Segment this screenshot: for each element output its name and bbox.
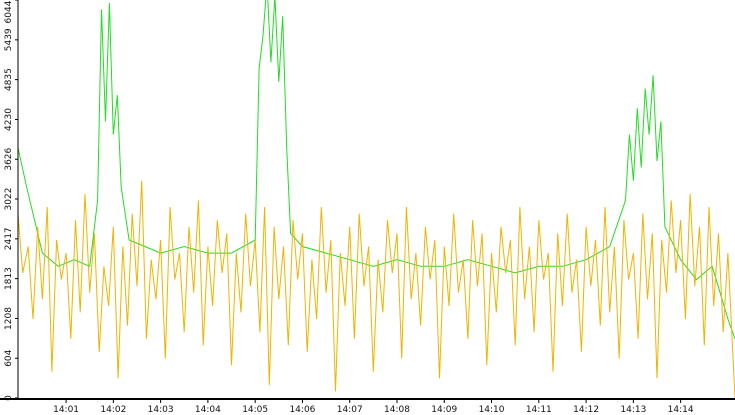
x-tick-label: 14:04 [195, 405, 221, 415]
x-tick-label: 14:11 [526, 405, 552, 415]
series-layer [17, 0, 735, 399]
y-tick-label: 604 [4, 349, 14, 366]
x-tick-label: 14:09 [431, 405, 457, 415]
x-tick-label: 14:05 [242, 405, 268, 415]
x-tick-label: 14:10 [479, 405, 505, 415]
y-tick-label: 4230 [4, 108, 14, 131]
x-tick-label: 14:14 [668, 405, 694, 415]
x-tick-label: 14:02 [100, 405, 126, 415]
plot-area [18, 0, 735, 398]
y-tick-label: 1208 [4, 307, 14, 330]
y-tick-label: 5439 [4, 28, 14, 51]
y-tick-label: 2417 [4, 227, 14, 250]
x-tick-label: 14:12 [573, 405, 599, 415]
x-tick-label: 14:13 [620, 405, 646, 415]
x-tick-label: 14:07 [337, 405, 363, 415]
x-tick-label: 14:06 [289, 405, 315, 415]
series-line-0 [17, 0, 735, 339]
x-tick-label: 14:01 [53, 405, 79, 415]
y-tick-label: 1813 [4, 267, 14, 290]
y-axis: 0 604 1208 1813 2417 3022 3626 4230 4835 5439 6044 [4, 0, 19, 401]
series-line-1 [17, 180, 735, 399]
y-tick-label: 4835 [4, 68, 14, 91]
plot-background [18, 0, 735, 398]
y-tick-label: 3626 [4, 147, 14, 170]
x-tick-label: 14:03 [148, 405, 174, 415]
y-tick-label: 6044 [4, 0, 14, 23]
y-tick-label: 3022 [4, 188, 14, 211]
x-tick-label: 14:08 [384, 405, 410, 415]
x-axis-line [0, 398, 735, 400]
x-axis: 14:01 14:02 14:03 14:04 14:05 14:06 14:07 14:08… [0, 398, 735, 415]
y-tick-label: 0 [4, 395, 14, 401]
